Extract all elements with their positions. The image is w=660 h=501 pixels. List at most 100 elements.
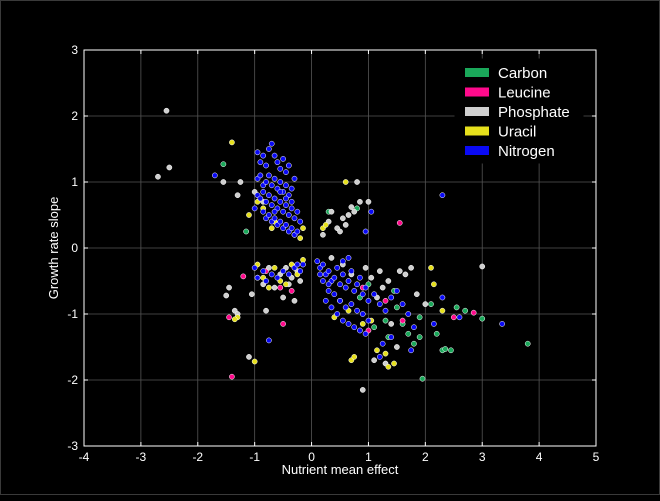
data-point xyxy=(359,387,366,393)
data-point xyxy=(394,344,400,350)
data-point xyxy=(342,284,349,291)
data-point xyxy=(297,235,304,241)
data-point xyxy=(357,198,363,205)
data-point xyxy=(396,220,403,226)
data-point xyxy=(280,156,286,162)
data-point xyxy=(374,347,380,354)
data-point xyxy=(379,284,386,291)
data-point xyxy=(388,294,395,301)
data-point xyxy=(283,202,289,208)
data-point xyxy=(328,304,335,311)
y-tick-label: 2 xyxy=(71,109,78,123)
data-point xyxy=(268,271,275,278)
data-point xyxy=(280,268,286,274)
data-point xyxy=(266,172,272,179)
data-point xyxy=(325,281,332,288)
data-point xyxy=(351,208,358,215)
data-point xyxy=(257,172,264,179)
data-point xyxy=(257,195,264,202)
data-point xyxy=(431,321,437,327)
data-point xyxy=(166,164,173,171)
data-point xyxy=(285,212,292,218)
data-point xyxy=(357,274,363,281)
data-point xyxy=(288,185,295,192)
data-point xyxy=(334,311,341,317)
data-point xyxy=(388,334,395,340)
data-point xyxy=(348,268,355,274)
data-point xyxy=(320,231,326,238)
data-point xyxy=(354,281,360,288)
data-point xyxy=(226,284,232,291)
data-point xyxy=(243,228,249,235)
data-point xyxy=(365,198,372,205)
data-point xyxy=(268,140,275,147)
data-point xyxy=(251,358,258,365)
data-point xyxy=(260,268,267,274)
data-point xyxy=(339,258,346,265)
y-tick-label: 3 xyxy=(71,43,78,57)
series-phosphate xyxy=(155,107,486,393)
data-point xyxy=(362,330,369,337)
data-point xyxy=(274,274,281,281)
legend-swatch-carbon xyxy=(465,68,489,77)
data-point xyxy=(428,301,434,307)
data-point xyxy=(277,165,284,172)
data-point xyxy=(268,202,275,208)
data-point xyxy=(254,149,261,156)
data-point xyxy=(376,268,383,274)
x-tick-label: -2 xyxy=(192,450,203,464)
data-point xyxy=(280,321,286,327)
data-point xyxy=(291,297,298,304)
data-point xyxy=(499,321,505,327)
legend-swatch-phosphate xyxy=(465,107,489,116)
data-point xyxy=(345,321,352,327)
data-point xyxy=(268,225,275,232)
legend-label-uracil: Uracil xyxy=(498,124,536,141)
legend-label-phosphate: Phosphate xyxy=(498,104,570,121)
data-point xyxy=(368,274,375,281)
legend-label-carbon: Carbon xyxy=(498,65,547,82)
data-point xyxy=(337,281,343,288)
data-point xyxy=(220,161,227,168)
data-point xyxy=(339,271,346,278)
x-tick-label: 4 xyxy=(536,450,543,464)
series-leucine xyxy=(226,220,477,380)
data-point xyxy=(339,317,346,324)
data-point xyxy=(359,311,366,317)
data-point xyxy=(394,288,400,294)
data-point xyxy=(325,288,332,294)
data-point xyxy=(268,182,275,189)
data-point xyxy=(314,258,321,265)
data-point xyxy=(234,192,241,199)
data-point xyxy=(376,301,383,307)
data-point xyxy=(396,268,403,274)
data-point xyxy=(257,159,264,166)
data-point xyxy=(246,354,252,360)
data-point xyxy=(271,264,278,271)
data-point xyxy=(448,347,454,354)
data-point xyxy=(300,261,306,268)
legend-label-leucine: Leucine xyxy=(498,85,551,102)
data-point xyxy=(337,297,343,304)
data-point xyxy=(328,208,335,215)
data-point xyxy=(220,179,227,185)
data-point xyxy=(348,301,355,307)
data-point xyxy=(285,162,292,169)
data-point xyxy=(271,175,278,182)
data-point xyxy=(294,228,301,235)
data-point xyxy=(382,297,389,304)
data-point xyxy=(450,314,457,321)
x-axis-label: Nutrient mean effect xyxy=(282,462,399,477)
data-point xyxy=(385,363,392,370)
data-point xyxy=(288,198,295,205)
data-point xyxy=(277,198,284,205)
y-tick-label: -1 xyxy=(67,307,78,321)
data-point xyxy=(365,317,372,324)
data-point xyxy=(263,179,269,185)
data-point xyxy=(433,330,440,337)
data-point xyxy=(223,292,230,299)
data-point xyxy=(260,189,267,195)
data-point xyxy=(322,297,329,304)
series-nitrogen xyxy=(211,140,505,360)
data-point xyxy=(297,268,304,274)
